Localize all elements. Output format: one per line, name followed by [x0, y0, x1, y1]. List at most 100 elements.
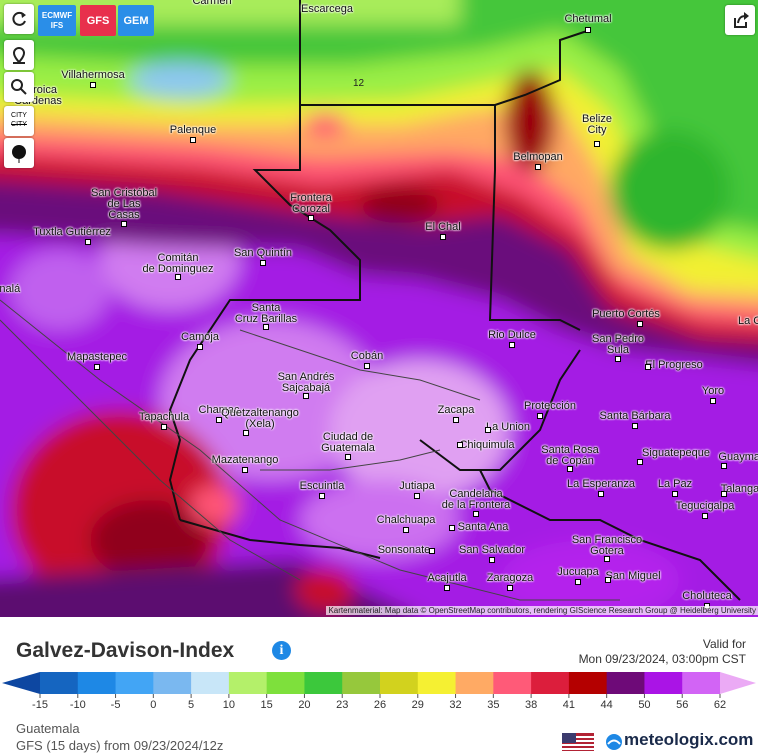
legend-arrow	[2, 672, 40, 694]
city-label-line: Tuxtla Gutiérrez	[33, 226, 111, 238]
city-label: Zaragoza	[487, 573, 533, 584]
city-label-line: de la Frontera	[441, 499, 511, 511]
city-dot	[440, 234, 446, 240]
city-label-line: Sajcabajá	[281, 382, 331, 394]
legend-swatch	[531, 672, 570, 694]
city-label: Tonalá	[0, 284, 20, 295]
legend-arrow	[720, 672, 756, 694]
city-label: El Chal	[425, 222, 460, 233]
legend-swatch	[115, 672, 154, 694]
city-label-line: Talanga	[720, 483, 758, 495]
city-label-line: de Copán	[546, 455, 594, 467]
city-label: Santa Cruz Barillas	[235, 303, 297, 325]
city-label-line: Guaymaca	[718, 451, 758, 463]
city-label: Siguatepeque	[642, 448, 710, 459]
city-label-line: Jucuapa	[557, 566, 599, 578]
map[interactable]: 12 Carmen Escarcega Chetumal Villahermosa He…	[0, 0, 758, 617]
city-label: Jutiapa	[399, 481, 434, 492]
legend-tick-label: 41	[562, 699, 575, 711]
city-dot	[190, 137, 196, 143]
city-label-line: San Quintín	[233, 247, 293, 259]
legend-swatch	[417, 672, 457, 694]
city-label: San Pedro Sula	[592, 334, 644, 356]
location-button[interactable]	[4, 40, 34, 70]
model-name: ECMWF	[41, 10, 73, 20]
info-button[interactable]: i	[272, 641, 291, 660]
contour-label: 12	[353, 78, 365, 89]
city-label: Jucuapa	[557, 567, 599, 578]
city-label: Acajutla	[427, 573, 466, 584]
city-label: San Quintín	[234, 248, 292, 259]
zoom-icon	[11, 79, 27, 95]
model-button[interactable]: GEM	[118, 5, 154, 36]
city-label-line: Escuintla	[299, 480, 345, 492]
refresh-button[interactable]	[4, 4, 34, 34]
zoom-button[interactable]	[4, 72, 34, 102]
legend-swatch	[606, 672, 645, 694]
valid-time: Mon 09/23/2024, 03:00pm CST	[578, 652, 746, 666]
city-label: Palenque	[170, 125, 217, 136]
city-label: Escuintla	[300, 481, 345, 492]
city-label: San Andrés Sajcabajá	[278, 372, 335, 394]
city-label-line: Heroica	[19, 84, 57, 96]
city-dot	[308, 215, 314, 221]
model-button[interactable]: ECMWF IFS	[38, 5, 76, 36]
city-label-line: Santa Rosa	[541, 444, 599, 456]
legend-tick-label: 50	[638, 699, 651, 711]
city-label: San Salvador	[459, 545, 525, 556]
city-dot	[414, 493, 420, 499]
city-label: San Francisco Gotera	[572, 535, 642, 557]
city-label-line: La Paz	[657, 478, 693, 490]
legend-tick-label: 15	[260, 699, 273, 711]
city-label: Camoja	[181, 332, 219, 343]
city-dot	[449, 525, 455, 531]
balloon-button[interactable]	[4, 138, 34, 168]
city-text: CITY	[11, 121, 27, 128]
city-dot	[94, 364, 100, 370]
legend-tick-label: 5	[188, 699, 195, 711]
city-label: Belmopan	[513, 152, 563, 163]
city-label-line: Escarcega	[301, 3, 353, 15]
city-label: Chamac	[199, 405, 240, 416]
city-label-line: San Cristóbal	[90, 187, 158, 199]
model-button[interactable]: GFS	[80, 5, 116, 36]
city-dot	[575, 579, 581, 585]
city-dot	[567, 466, 573, 472]
model-name: GFS	[86, 14, 110, 27]
city-label-line: Villahermosa	[61, 69, 125, 81]
city-label-line: Choluteca	[682, 590, 732, 602]
city-label: Protección	[524, 401, 576, 412]
city-dot	[444, 585, 450, 591]
brand: meteologix.com	[624, 730, 754, 749]
city-dot	[364, 363, 370, 369]
share-button[interactable]	[725, 5, 755, 35]
legend-tick-label: 62	[713, 699, 727, 711]
city-dot	[598, 491, 604, 497]
legend-swatch	[40, 672, 79, 694]
city-label-line: San Andrés	[277, 371, 335, 383]
city-button[interactable]: CITY CITY	[4, 106, 34, 136]
city-label-line: Corozal	[292, 203, 330, 215]
city-dot	[537, 413, 543, 419]
legend-tick-label: 56	[676, 699, 689, 711]
city-label-line: Belize	[582, 113, 612, 125]
color-legend	[2, 672, 756, 698]
legend-swatch	[644, 672, 683, 694]
city-dot	[121, 221, 127, 227]
city-label-line: Camoja	[181, 331, 219, 343]
city-label-line: Quetzaltenango	[221, 407, 299, 419]
legend-tick-label: 29	[411, 699, 424, 711]
city-dot	[604, 556, 610, 562]
city-label: Sonsonate	[378, 545, 431, 556]
city-label-line: Carmen	[192, 0, 232, 7]
city-label-line: Tegucigalpa	[675, 500, 735, 512]
city-label: Carmen	[192, 0, 231, 7]
city-dot	[585, 27, 591, 33]
city-dot	[453, 417, 459, 423]
city-label: Chiquimula	[459, 440, 514, 451]
legend-swatch	[342, 672, 381, 694]
city-dot	[457, 442, 463, 448]
flag-icon	[562, 733, 594, 751]
city-label-line: Santa	[251, 302, 281, 314]
city-label-line: Chetumal	[564, 13, 612, 25]
